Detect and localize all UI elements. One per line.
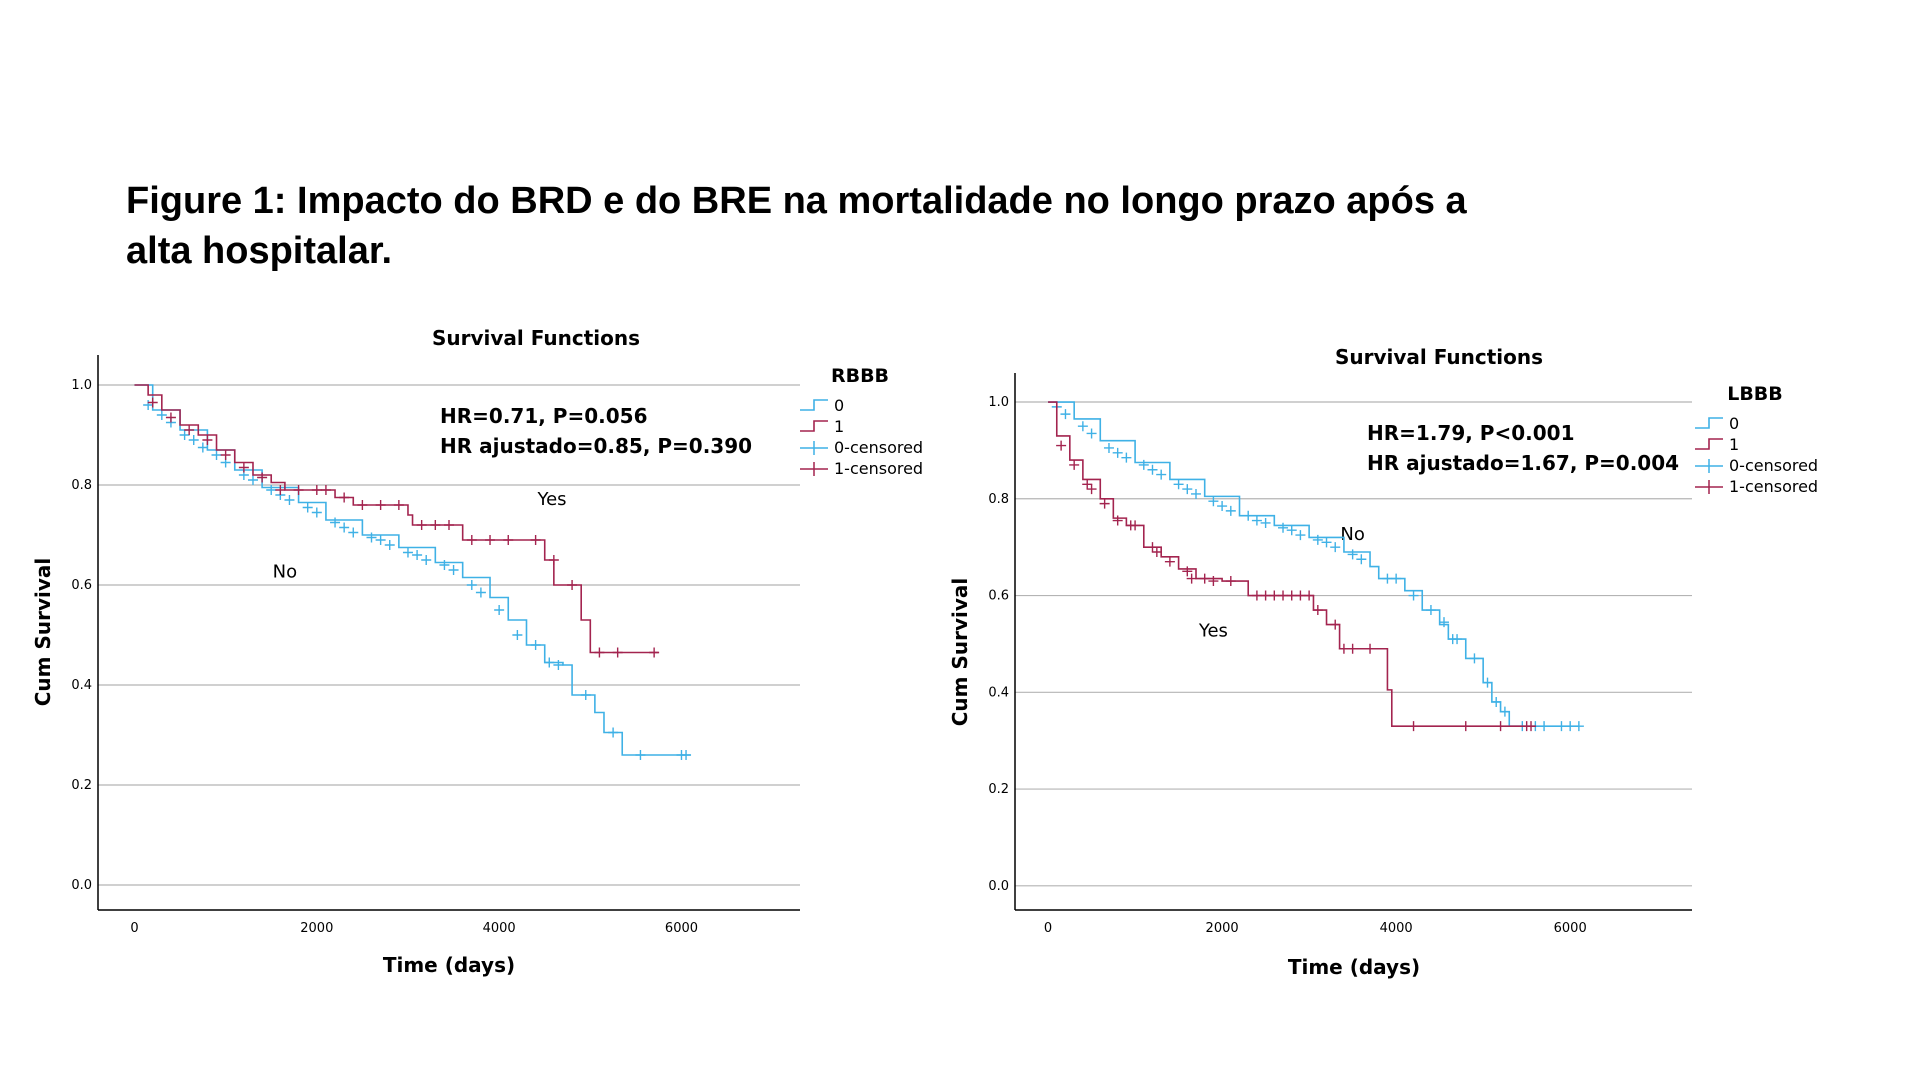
rbbb-censor-mark-0 bbox=[681, 750, 692, 760]
rbbb-censor-mark-1 bbox=[238, 462, 249, 473]
rbbb-censor-mark-0 bbox=[635, 750, 646, 760]
rbbb-censor-mark-0 bbox=[197, 442, 208, 453]
rbbb-censor-mark-1 bbox=[147, 397, 158, 408]
rbbb-censor-mark-0 bbox=[448, 565, 459, 575]
rbbb-censor-mark-0 bbox=[211, 450, 222, 460]
rbbb-censor-mark-1 bbox=[530, 535, 541, 545]
rbbb-censor-mark-1 bbox=[275, 485, 286, 495]
rbbb-censor-mark-0 bbox=[475, 587, 486, 598]
rbbb-y-tick-label: 0.8 bbox=[71, 478, 92, 493]
rbbb-censor-mark-0 bbox=[439, 560, 450, 570]
rbbb-censor-mark-1 bbox=[357, 500, 368, 510]
rbbb-censor-mark-1 bbox=[503, 535, 514, 545]
rbbb-legend-title: RBBB bbox=[831, 365, 889, 387]
rbbb-censor-mark-1 bbox=[485, 535, 496, 545]
rbbb-x-tick-label: 4000 bbox=[483, 921, 516, 936]
rbbb-legend-swatch-1-censored bbox=[800, 462, 828, 476]
rbbb-y-tick-label: 1.0 bbox=[71, 378, 92, 393]
rbbb-censor-mark-0 bbox=[544, 657, 555, 668]
rbbb-hr-annotation: HR ajustado=0.85, P=0.390 bbox=[440, 434, 752, 458]
rbbb-censor-mark-1 bbox=[257, 472, 268, 483]
rbbb-censor-mark-0 bbox=[412, 550, 423, 560]
rbbb-legend-label-0-censored: 0-censored bbox=[834, 438, 923, 457]
rbbb-censor-mark-1 bbox=[444, 520, 454, 530]
rbbb-censor-mark-1 bbox=[649, 647, 660, 658]
rbbb-legend-label-1: 1 bbox=[834, 417, 844, 436]
rbbb-censor-mark-0 bbox=[339, 522, 350, 533]
rbbb-censor-mark-1 bbox=[165, 412, 176, 423]
rbbb-censor-mark-0 bbox=[188, 435, 199, 445]
figure-title-line-1: Figure 1: Impacto do BRD e do BRE na mor… bbox=[126, 180, 1467, 222]
rbbb-censor-mark-0 bbox=[156, 410, 167, 420]
rbbb-censor-mark-0 bbox=[384, 540, 395, 550]
rbbb-censor-mark-0 bbox=[494, 605, 505, 615]
figure-title-line-2: alta hospitalar. bbox=[126, 230, 393, 272]
rbbb-censor-mark-1 bbox=[594, 647, 605, 658]
rbbb-censor-mark-0 bbox=[421, 555, 432, 565]
rbbb-censor-mark-0 bbox=[530, 640, 541, 650]
rbbb-censor-mark-1 bbox=[220, 450, 231, 460]
rbbb-censor-mark-1 bbox=[548, 555, 559, 565]
rbbb-censor-mark-1 bbox=[393, 500, 404, 510]
rbbb-censor-mark-1 bbox=[466, 535, 477, 545]
rbbb-x-tick-label: 6000 bbox=[665, 921, 698, 936]
rbbb-chart-title: Survival Functions bbox=[432, 326, 640, 350]
rbbb-censor-mark-0 bbox=[580, 690, 591, 700]
rbbb-legend-swatch-0-censored bbox=[800, 441, 828, 455]
rbbb-censor-mark-1 bbox=[320, 485, 331, 495]
rbbb-censor-mark-1 bbox=[184, 425, 195, 435]
rbbb-censor-mark-1 bbox=[567, 580, 578, 590]
rbbb-censor-mark-1 bbox=[430, 520, 441, 530]
rbbb-legend-swatch-0 bbox=[800, 399, 828, 411]
rbbb-censor-mark-1 bbox=[612, 647, 623, 658]
rbbb-censor-mark-0 bbox=[366, 532, 377, 543]
rbbb-censor-mark-0 bbox=[553, 660, 564, 670]
rbbb-censor-mark-0 bbox=[284, 495, 295, 505]
rbbb-censor-mark-0 bbox=[402, 547, 413, 558]
figure-title: Figure 1: Impacto do BRD e do BRE na mor… bbox=[126, 176, 1626, 276]
rbbb-y-tick-label: 0.4 bbox=[71, 678, 92, 693]
rbbb-hr-annotation: HR=0.71, P=0.056 bbox=[440, 404, 647, 428]
rbbb-censor-mark-0 bbox=[247, 475, 258, 485]
rbbb-y-axis-label: Cum Survival bbox=[31, 558, 55, 707]
rbbb-censor-mark-0 bbox=[375, 535, 386, 545]
rbbb-censor-mark-0 bbox=[512, 630, 523, 640]
rbbb-group-label: Yes bbox=[536, 489, 566, 510]
rbbb-censor-mark-0 bbox=[179, 430, 190, 440]
rbbb-censor-mark-1 bbox=[202, 435, 213, 445]
rbbb-x-tick-label: 2000 bbox=[300, 921, 333, 936]
rbbb-censor-mark-0 bbox=[311, 507, 322, 518]
rbbb-legend-label-1-censored: 1-censored bbox=[834, 459, 923, 478]
rbbb-x-tick-label: 0 bbox=[130, 921, 138, 936]
rbbb-x-axis-label: Time (days) bbox=[383, 953, 515, 977]
rbbb-censor-mark-0 bbox=[143, 400, 154, 410]
rbbb-y-tick-label: 0.6 bbox=[71, 578, 92, 593]
rbbb-censor-mark-1 bbox=[416, 520, 427, 530]
rbbb-legend-label-0: 0 bbox=[834, 396, 844, 415]
rbbb-censor-mark-1 bbox=[339, 492, 350, 503]
rbbb-censor-mark-0 bbox=[348, 527, 359, 538]
rbbb-group-label: No bbox=[273, 562, 297, 583]
rbbb-y-tick-label: 0.0 bbox=[71, 878, 92, 893]
rbbb-censor-mark-1 bbox=[375, 500, 386, 510]
rbbb-legend-swatch-1 bbox=[800, 420, 828, 432]
rbbb-y-tick-label: 0.2 bbox=[71, 778, 92, 793]
rbbb-censor-mark-0 bbox=[466, 580, 477, 590]
rbbb-censor-mark-0 bbox=[330, 517, 341, 528]
rbbb-censor-mark-1 bbox=[293, 485, 304, 495]
rbbb-censor-mark-1 bbox=[311, 485, 322, 495]
rbbb-censor-mark-0 bbox=[302, 502, 313, 513]
rbbb-censor-mark-0 bbox=[266, 485, 277, 495]
rbbb-censor-mark-0 bbox=[608, 727, 619, 738]
